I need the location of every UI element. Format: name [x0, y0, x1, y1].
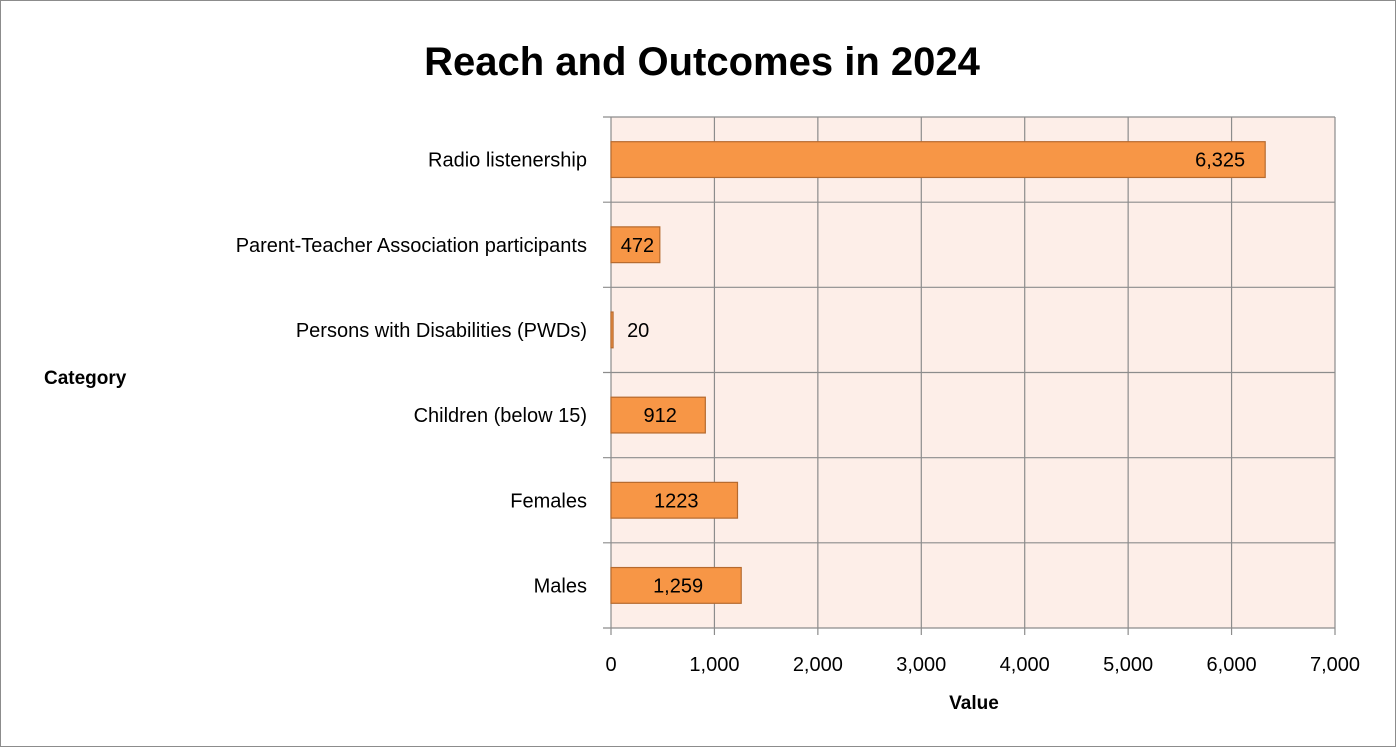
- bar-3: [610, 396, 706, 434]
- data-label-1: 472: [621, 235, 654, 257]
- data-label-0: 6,325: [1195, 150, 1245, 172]
- bar-1: [610, 226, 661, 264]
- data-labels: 6,325 472 20 912 1223 1,259: [621, 150, 1245, 598]
- x-tick-label-6: 6,000: [1207, 654, 1257, 676]
- x-tick-label-7: 7,000: [1310, 654, 1360, 676]
- data-label-5: 1,259: [653, 575, 703, 597]
- category-label-5: Males: [534, 575, 587, 597]
- x-tick-label-5: 5,000: [1103, 654, 1153, 676]
- x-tick-label-2: 2,000: [793, 654, 843, 676]
- bars: [610, 141, 1266, 604]
- bar-2: [610, 311, 614, 349]
- category-label-2: Persons with Disabilities (PWDs): [296, 320, 587, 342]
- x-tick-label-3: 3,000: [896, 654, 946, 676]
- bar-5: [610, 566, 742, 604]
- data-label-2: 20: [627, 320, 649, 342]
- bar-4: [610, 481, 739, 519]
- category-label-4: Females: [510, 490, 587, 512]
- grid-lines: [603, 116, 1336, 635]
- data-label-3: 912: [643, 405, 676, 427]
- x-tick-label-1: 1,000: [689, 654, 739, 676]
- y-axis-title: Category: [44, 368, 127, 389]
- data-label-4: 1223: [654, 490, 699, 512]
- category-label-0: Radio listenership: [428, 150, 587, 172]
- x-axis-title: Value: [949, 693, 999, 714]
- category-label-1: Parent-Teacher Association participants: [236, 235, 587, 257]
- x-tick-labels: 0 1,000 2,000 3,000 4,000 5,000 6,000 7,000: [605, 654, 1360, 676]
- chart-title: Reach and Outcomes in 2024: [424, 40, 981, 84]
- category-labels: Radio listenership Parent-Teacher Associa…: [236, 150, 587, 598]
- category-label-3: Children (below 15): [414, 405, 587, 427]
- x-tick-label-0: 0: [605, 654, 616, 676]
- x-tick-label-4: 4,000: [1000, 654, 1050, 676]
- bar-0: [610, 141, 1266, 179]
